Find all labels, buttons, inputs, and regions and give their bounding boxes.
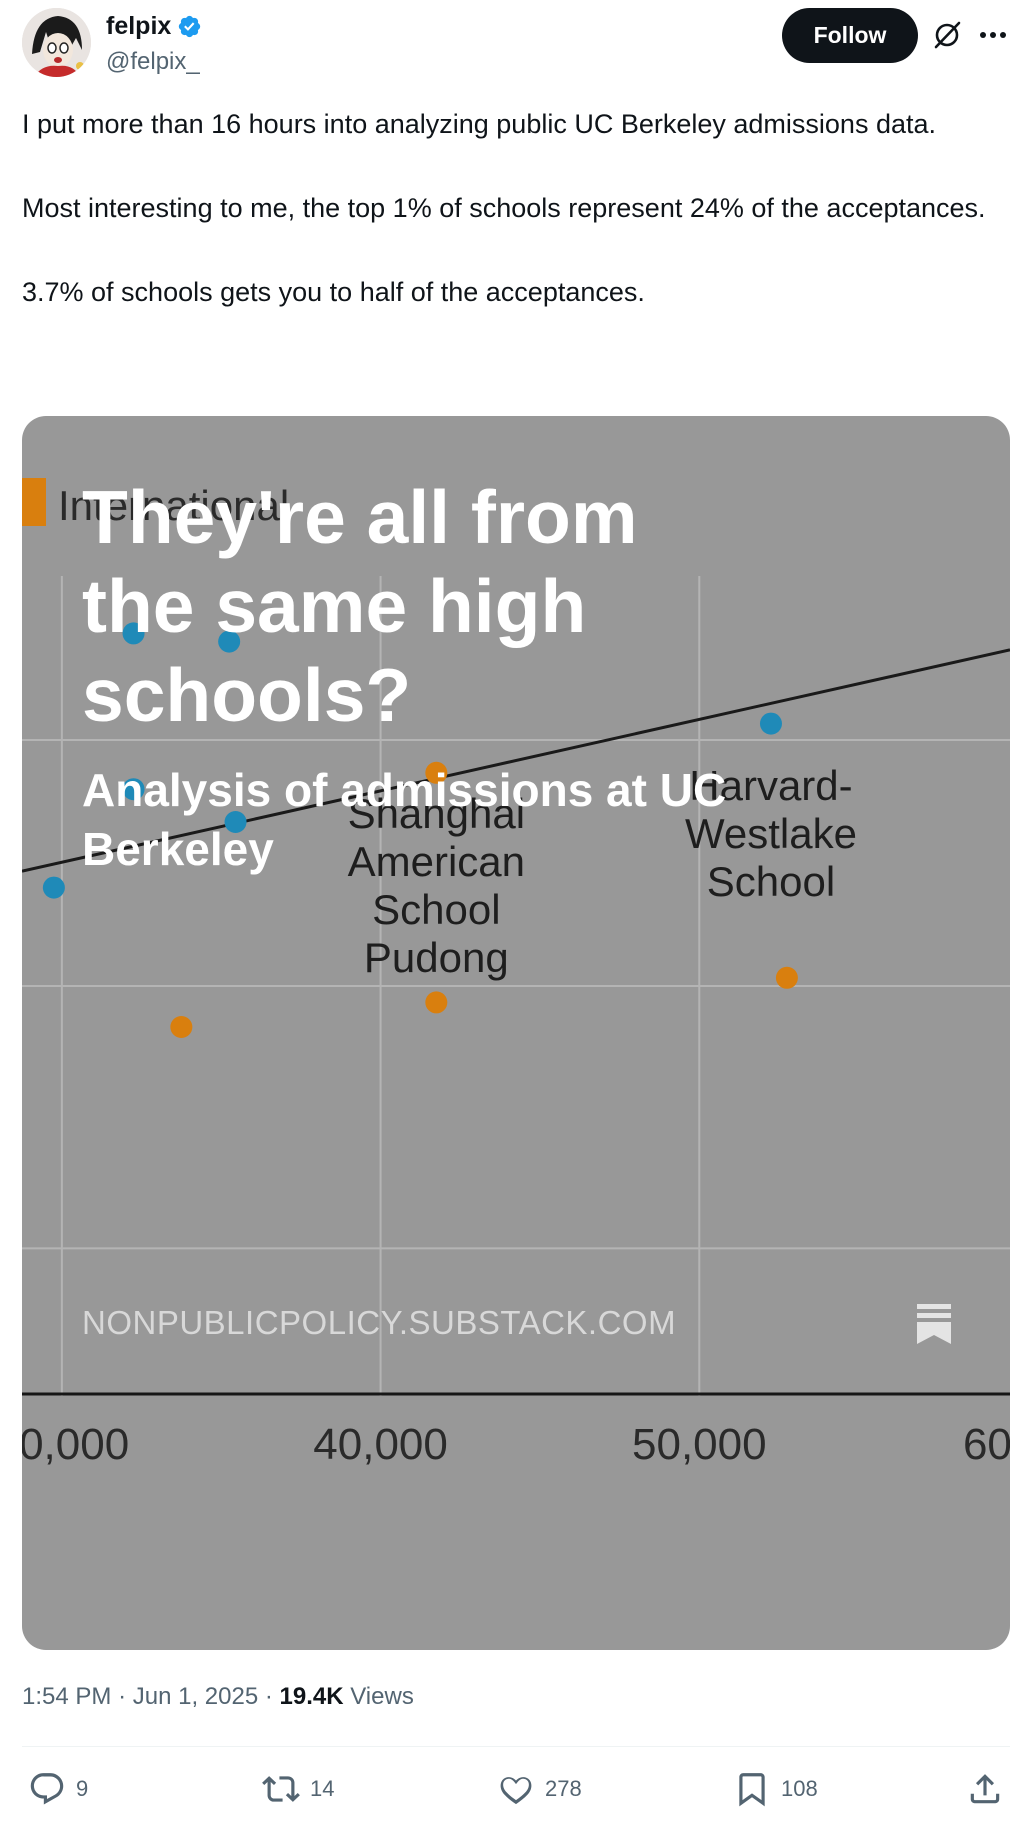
bookmark-icon bbox=[739, 1773, 765, 1807]
point-label: Westlake bbox=[685, 810, 857, 857]
legend-swatch bbox=[22, 478, 46, 526]
share-button[interactable] bbox=[966, 1770, 1004, 1808]
scatter-point bbox=[425, 991, 448, 1014]
scatter-point bbox=[425, 761, 448, 784]
scatter-point bbox=[170, 1016, 193, 1038]
card-title: They're all from the same high schools? bbox=[82, 475, 638, 737]
tweet-paragraph: I put more than 16 hours into analyzing … bbox=[22, 109, 936, 139]
handle[interactable]: @felpix_ bbox=[106, 48, 200, 75]
repost-button[interactable]: 14 bbox=[262, 1770, 334, 1808]
scatter-point bbox=[759, 712, 782, 735]
trend-line bbox=[22, 648, 1010, 873]
legend-label: International bbox=[58, 482, 289, 529]
scatter-point bbox=[775, 966, 798, 989]
bookmark-count: 108 bbox=[781, 1776, 818, 1801]
substack-logo-icon bbox=[917, 1304, 951, 1344]
scatter-point bbox=[122, 778, 145, 801]
avatar[interactable] bbox=[22, 8, 91, 77]
point-label: School bbox=[707, 858, 835, 905]
tweet-time[interactable]: 1:54 PM bbox=[22, 1683, 112, 1710]
scatter-point bbox=[218, 630, 241, 653]
follow-button[interactable]: Follow bbox=[782, 8, 918, 63]
point-label: Pudong bbox=[364, 934, 509, 981]
verified-badge-icon bbox=[179, 15, 201, 38]
display-name[interactable]: felpix bbox=[106, 12, 172, 40]
x-tick-label: 60,00 bbox=[963, 1420, 1010, 1469]
bookmark-button[interactable]: 108 bbox=[733, 1770, 818, 1808]
scatter-point bbox=[224, 811, 247, 833]
tweet-paragraph: 3.7% of schools gets you to half of the … bbox=[22, 277, 645, 307]
meta-separator: · bbox=[264, 1683, 273, 1710]
like-button[interactable]: 278 bbox=[497, 1770, 582, 1808]
reply-icon bbox=[30, 1773, 64, 1805]
tweet-meta: 1:54 PM · Jun 1, 2025 · 19.4K Views bbox=[22, 1683, 414, 1711]
scatter-point bbox=[122, 622, 145, 645]
point-label: Shanghai bbox=[348, 790, 526, 837]
scatter-chart-preview: 30,000 40,000 50,000 60,00 International Shan… bbox=[22, 478, 1010, 1469]
tweet-paragraph: Most interesting to me, the top 1% of sc… bbox=[22, 193, 986, 223]
reply-count: 9 bbox=[76, 1776, 89, 1801]
views-count: 19.4K bbox=[279, 1683, 344, 1710]
tweet-text: I put more than 16 hours into analyzing … bbox=[22, 103, 1002, 313]
share-icon bbox=[970, 1774, 1000, 1804]
repost-icon bbox=[262, 1776, 300, 1802]
x-tick-label: 50,000 bbox=[632, 1420, 767, 1469]
card-domain: NONPUBLICPOLICY.SUBSTACK.COM bbox=[82, 1304, 677, 1341]
point-label: American bbox=[348, 838, 525, 885]
meta-separator: · bbox=[118, 1683, 127, 1710]
like-count: 278 bbox=[545, 1776, 582, 1801]
reply-button[interactable]: 9 bbox=[28, 1770, 88, 1808]
more-options-icon[interactable] bbox=[978, 22, 1008, 48]
point-label: School bbox=[372, 886, 500, 933]
repost-count: 14 bbox=[310, 1776, 335, 1801]
scatter-point bbox=[42, 876, 65, 899]
avatar-image bbox=[22, 8, 91, 77]
grok-icon[interactable] bbox=[932, 20, 962, 50]
x-tick-label: 30,000 bbox=[22, 1420, 129, 1469]
card-subtitle: Analysis of admissions at UC Berkeley bbox=[82, 764, 727, 875]
views-label: Views bbox=[350, 1683, 414, 1710]
point-label: Harvard- bbox=[689, 762, 852, 809]
tweet-date[interactable]: Jun 1, 2025 bbox=[132, 1683, 259, 1710]
x-tick-label: 40,000 bbox=[313, 1420, 448, 1469]
heart-icon bbox=[500, 1777, 532, 1805]
link-card-media[interactable]: 30,000 40,000 50,000 60,00 International Shan… bbox=[22, 416, 1010, 1650]
divider bbox=[22, 1746, 1010, 1747]
